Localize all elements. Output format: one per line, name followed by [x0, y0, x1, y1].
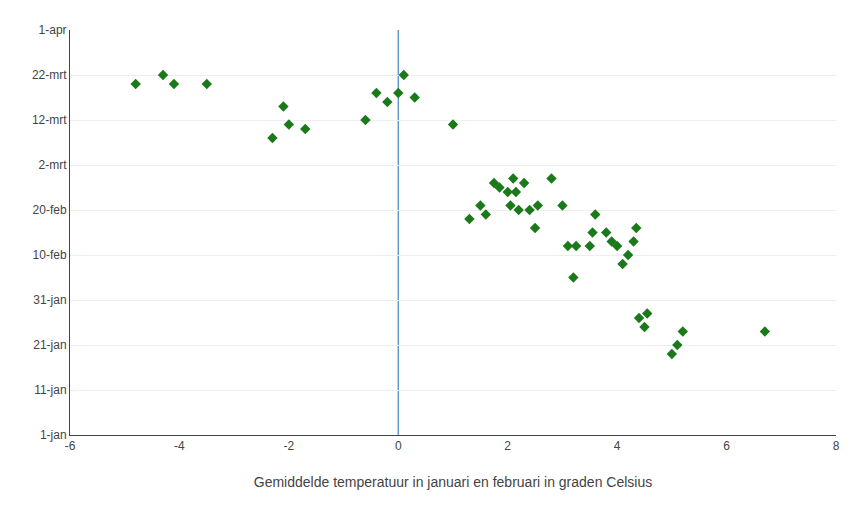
svg-text:2: 2: [504, 439, 511, 453]
svg-text:-2: -2: [284, 439, 295, 453]
svg-text:1-apr: 1-apr: [39, 23, 67, 37]
svg-text:4: 4: [614, 439, 621, 453]
svg-text:21-jan: 21-jan: [33, 338, 66, 352]
svg-text:8: 8: [833, 439, 840, 453]
svg-text:6: 6: [723, 439, 730, 453]
svg-text:2-mrt: 2-mrt: [39, 158, 68, 172]
svg-text:1-jan: 1-jan: [40, 428, 67, 442]
svg-text:-4: -4: [174, 439, 185, 453]
svg-text:31-jan: 31-jan: [33, 293, 66, 307]
svg-text:12-mrt: 12-mrt: [32, 113, 67, 127]
svg-text:-6: -6: [65, 439, 76, 453]
svg-text:11-jan: 11-jan: [34, 383, 66, 397]
svg-text:0: 0: [395, 439, 402, 453]
svg-text:Gemiddelde temperatuur in janu: Gemiddelde temperatuur in januari en feb…: [254, 474, 652, 490]
svg-text:22-mrt: 22-mrt: [32, 68, 67, 82]
svg-text:10-feb: 10-feb: [33, 248, 67, 262]
svg-text:20-feb: 20-feb: [33, 203, 67, 217]
